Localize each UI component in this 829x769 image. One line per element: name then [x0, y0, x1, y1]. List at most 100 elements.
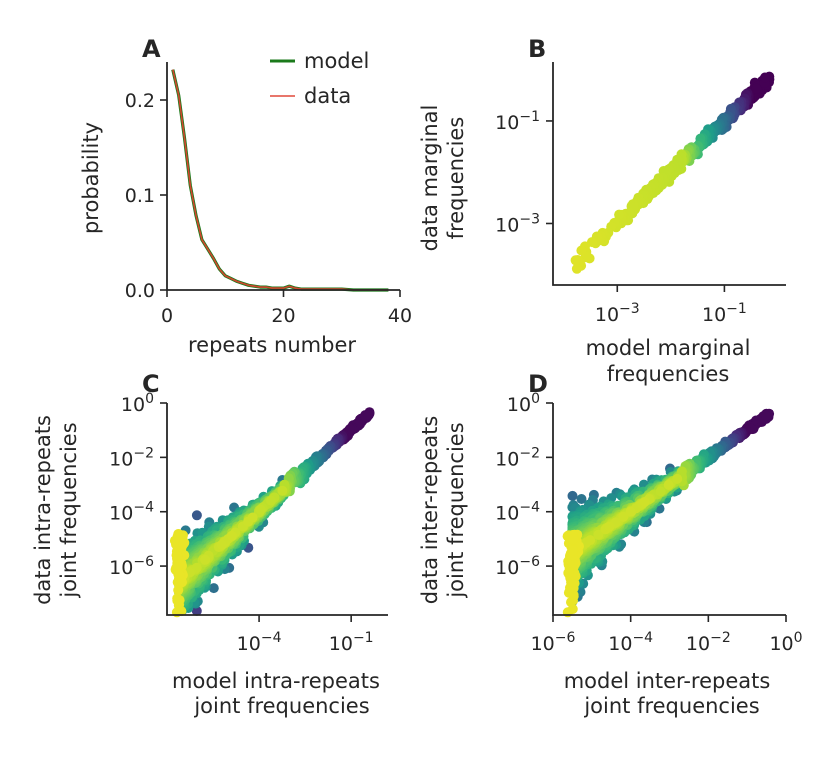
panel-b-xlabel-line2: frequencies	[607, 362, 730, 386]
panel-c-xlabel-line2: joint frequencies	[193, 694, 369, 718]
panel-b-xtick-label: 10−1	[702, 301, 747, 326]
panel-a-xtick-label: 0	[161, 305, 173, 327]
panel-b-scatter: 10−3 10−1 10−3 10−1 model marginal frequenc…	[418, 62, 786, 386]
scatter-point	[639, 497, 650, 507]
scatter-point	[571, 263, 582, 274]
panel-a-series	[171, 69, 389, 292]
panel-a-xtick-label: 40	[388, 305, 412, 327]
panel-a-xtick-label: 20	[271, 305, 295, 327]
panel-d-points	[562, 408, 775, 618]
scatter-point	[585, 535, 596, 546]
scatter-point	[178, 538, 189, 549]
scatter-point	[655, 486, 666, 497]
panel-c-ytick-label: 10−6	[109, 554, 154, 579]
scatter-point	[172, 595, 183, 606]
panel-label-d: D	[528, 370, 548, 398]
panel-a-ytick-label: 0.1	[125, 185, 155, 207]
panel-b-ylabel-line2: frequencies	[444, 117, 468, 240]
scatter-point	[266, 495, 277, 506]
panel-d-ticks: 10−6 10−4 10−2 100 100 10−2 10−4 10−6	[495, 391, 802, 655]
scatter-point	[760, 72, 770, 83]
panel-c-xlabel-line1: model intra-repeats	[172, 669, 380, 693]
panel-d-ytick-label: 100	[507, 391, 540, 416]
scatter-point	[255, 504, 266, 515]
panel-b-xtick-label: 10−3	[595, 301, 640, 326]
panel-a-xlabel: repeats number	[188, 333, 356, 357]
scatter-point	[625, 506, 636, 517]
panel-d-xlabel-line2: joint frequencies	[583, 694, 759, 718]
series-line-model	[171, 69, 389, 292]
panel-d-ylabel-line2: joint frequencies	[444, 422, 468, 598]
panel-d-xlabel-line1: model inter-repeats	[564, 669, 771, 693]
scatter-point	[345, 423, 356, 434]
scatter-point	[604, 521, 615, 532]
scatter-point	[568, 533, 579, 544]
scatter-point	[176, 606, 187, 617]
panel-c-ytick-label: 10−4	[109, 500, 154, 525]
scatter-point	[672, 473, 683, 484]
panel-c-xtick-label: 10−1	[329, 630, 374, 655]
panel-c-ylabel-line2: joint frequencies	[57, 422, 81, 598]
panel-d-ytick-label: 10−2	[495, 445, 540, 470]
panel-a-ticks: 0 20 40 0.0 0.1 0.2	[125, 90, 412, 327]
panel-label-b: B	[528, 35, 546, 63]
panel-b-ytick-label: 10−3	[495, 211, 540, 236]
scatter-point	[173, 585, 184, 596]
panel-c-ylabel-line1: data intra-repeats	[31, 415, 55, 605]
scatter-point	[191, 510, 202, 521]
panel-d-xtick-label: 10−2	[686, 630, 731, 655]
panel-d-ytick-label: 10−6	[495, 554, 540, 579]
scatter-point	[676, 466, 687, 477]
panel-c-ytick-label: 100	[121, 391, 154, 416]
panel-a-ylabel: probability	[79, 122, 103, 234]
panel-c-ytick-label: 10−2	[109, 445, 154, 470]
scatter-point	[200, 554, 211, 565]
panel-c-scatter: 10−4 10−1 100 10−2 10−4 10−6 model intra-repe…	[31, 391, 388, 718]
panel-b-ylabel-line1: data marginal	[418, 105, 442, 252]
scatter-point	[567, 558, 578, 569]
scatter-point	[216, 539, 227, 550]
panel-a-line-chart: 0 20 40 0.0 0.1 0.2 model data repeats number…	[79, 49, 412, 357]
panel-c-points	[169, 407, 375, 618]
scatter-point	[564, 567, 574, 578]
panel-b-ytick-label: 10−1	[495, 109, 540, 134]
panel-b-points	[570, 71, 775, 274]
scatter-point	[663, 479, 674, 490]
scatter-point	[751, 83, 762, 94]
scatter-point	[174, 569, 185, 580]
panel-d-xtick-label: 10−6	[531, 630, 576, 655]
scatter-point	[172, 550, 183, 561]
panel-d-xtick-label: 10−4	[608, 630, 653, 655]
legend-data-label: data	[304, 84, 351, 108]
scatter-point	[226, 530, 237, 541]
panel-a-ytick-label: 0.0	[125, 280, 155, 302]
scatter-point	[566, 597, 576, 608]
scatter-point	[568, 545, 579, 556]
scatter-point	[363, 410, 374, 420]
panel-b-axes	[552, 62, 786, 286]
panel-c-ticks: 10−4 10−1 100 10−2 10−4 10−6	[109, 391, 373, 655]
panel-a-ytick-label: 0.2	[125, 90, 155, 112]
panel-c-xtick-label: 10−4	[237, 630, 282, 655]
scatter-point	[247, 512, 258, 523]
scatter-point	[570, 255, 581, 266]
scatter-point	[191, 605, 202, 616]
scatter-point	[567, 490, 578, 501]
scatter-point	[618, 511, 629, 522]
panel-d-scatter: 10−6 10−4 10−2 100 100 10−2 10−4 10−6 model int…	[418, 391, 803, 718]
scatter-point	[614, 209, 625, 220]
panel-d-ylabel-line1: data inter-repeats	[418, 416, 442, 605]
scatter-point	[761, 410, 771, 421]
panel-b-xlabel-line1: model marginal	[586, 336, 751, 360]
series-line-data	[172, 69, 389, 291]
panel-d-xtick-label: 100	[769, 630, 802, 655]
panel-label-c: C	[142, 370, 160, 398]
scatter-point	[576, 245, 587, 256]
panel-d-ytick-label: 10−4	[495, 500, 540, 525]
scatter-point	[277, 485, 288, 496]
panel-label-a: A	[142, 35, 161, 63]
panel-b-ticks: 10−3 10−1 10−3 10−1	[495, 109, 747, 326]
scatter-point	[593, 529, 604, 540]
scatter-point	[176, 530, 187, 541]
